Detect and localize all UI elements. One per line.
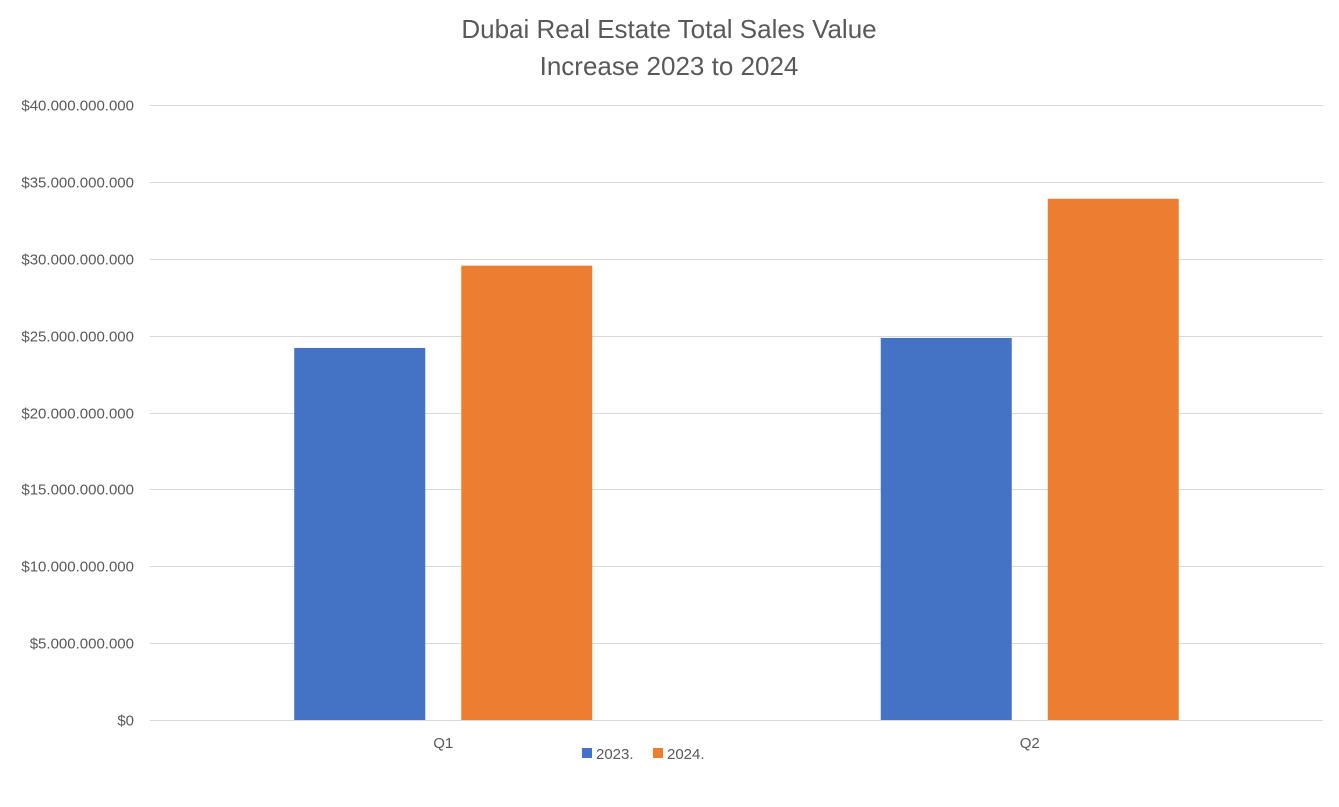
legend: 2023. 2024. (582, 746, 705, 763)
legend-label: 2024. (667, 746, 705, 763)
y-axis-tick-labels: $0 $5.000.000.000 $10.000.000.000 $15.000.0… (21, 98, 134, 730)
bar-q1-2023 (294, 347, 426, 720)
y-tick-label: $15.000.000.000 (21, 482, 134, 499)
legend-item: 2023. (582, 746, 634, 763)
y-tick-label: $5.000.000.000 (30, 636, 134, 653)
chart-title-line-2: Increase 2023 to 2024 (540, 51, 799, 81)
x-axis-category-labels: Q1 Q2 (433, 735, 1040, 752)
legend-swatch (582, 748, 592, 758)
legend-item: 2024. (653, 746, 705, 763)
chart-title: Dubai Real Estate Total Sales Value Incr… (461, 14, 876, 81)
legend-swatch (653, 748, 663, 758)
bar-q2-2024 (1047, 198, 1179, 721)
y-tick-label: $40.000.000.000 (21, 98, 134, 115)
legend-label: 2023. (596, 746, 634, 763)
y-tick-label: $0 (117, 713, 134, 730)
bars (294, 198, 1179, 721)
y-tick-label: $35.000.000.000 (21, 175, 134, 192)
bar-q1-2024 (461, 265, 593, 720)
y-tick-label: $25.000.000.000 (21, 329, 134, 346)
x-category-label: Q1 (433, 735, 453, 752)
bar-q2-2023 (880, 337, 1012, 720)
y-tick-label: $30.000.000.000 (21, 252, 134, 269)
y-tick-label: $20.000.000.000 (21, 406, 134, 423)
y-tick-label: $10.000.000.000 (21, 559, 134, 576)
x-category-label: Q2 (1020, 735, 1040, 752)
chart-title-line-1: Dubai Real Estate Total Sales Value (461, 14, 876, 44)
